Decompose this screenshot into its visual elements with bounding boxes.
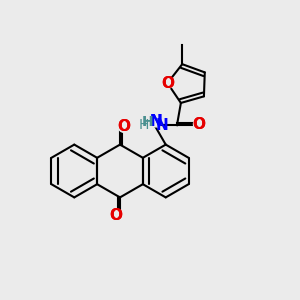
Text: O: O <box>192 117 206 132</box>
Text: O: O <box>117 119 130 134</box>
Text: O: O <box>161 76 174 91</box>
Circle shape <box>118 122 129 132</box>
Text: O: O <box>192 117 206 132</box>
Text: N: N <box>150 114 163 129</box>
Text: H: H <box>139 118 149 132</box>
Text: N: N <box>150 114 163 129</box>
Text: O: O <box>110 208 123 223</box>
Circle shape <box>151 116 162 127</box>
Circle shape <box>142 116 153 127</box>
Circle shape <box>194 119 204 130</box>
Circle shape <box>162 78 173 88</box>
Text: H: H <box>142 115 154 128</box>
Text: N: N <box>156 118 168 133</box>
Text: O: O <box>110 208 123 223</box>
Circle shape <box>111 210 122 220</box>
Text: O: O <box>117 119 130 134</box>
Text: H: H <box>143 115 153 128</box>
Text: O: O <box>161 76 174 91</box>
